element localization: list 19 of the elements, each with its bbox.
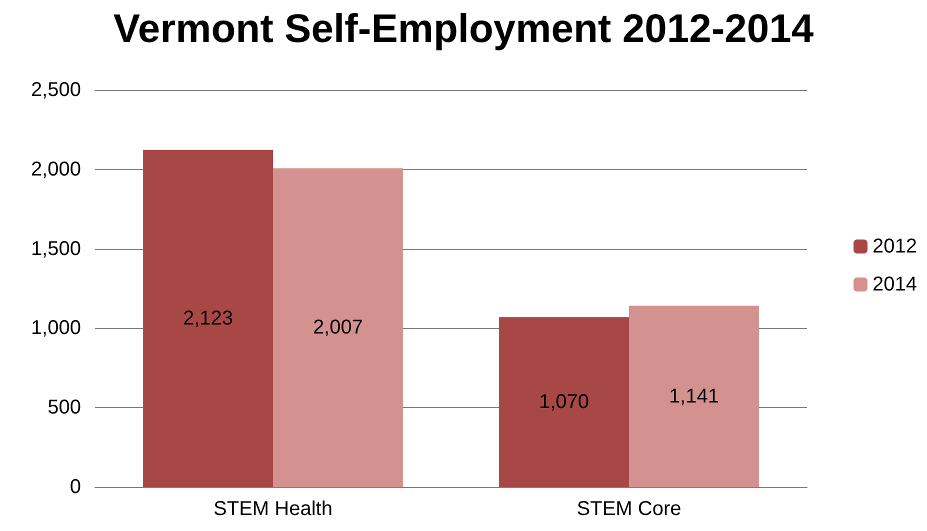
legend-label: 2012 xyxy=(872,236,918,258)
y-tick-label: 2,000 xyxy=(30,158,81,180)
data-label: 2,007 xyxy=(312,316,363,339)
bar xyxy=(143,150,273,487)
y-tick-label: 1,000 xyxy=(30,317,81,340)
y-tick-label: 500 xyxy=(48,396,81,419)
x-tick-label: STEM Health xyxy=(214,498,332,520)
y-tick-label: 1,500 xyxy=(30,238,81,260)
data-label: 2,123 xyxy=(183,307,234,330)
y-tick-label: 0 xyxy=(70,476,81,498)
x-tick-label: STEM Core xyxy=(576,498,682,520)
data-label: 1,141 xyxy=(668,385,719,408)
bar xyxy=(273,168,403,487)
bar xyxy=(629,306,759,487)
y-tick-label: 2,500 xyxy=(30,79,81,101)
chart-title: Vermont Self-Employment 2012-2014 xyxy=(113,7,814,51)
legend-label: 2014 xyxy=(872,274,918,296)
data-label: 1,070 xyxy=(539,391,590,414)
bar xyxy=(499,317,629,487)
